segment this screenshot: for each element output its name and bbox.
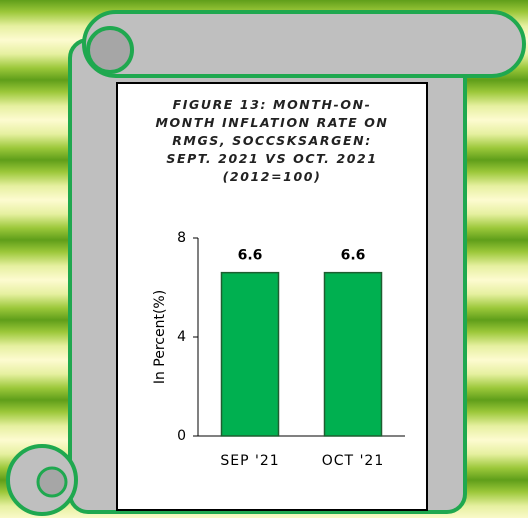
scroll [6, 10, 526, 516]
y-tick-label: 8 [177, 230, 186, 246]
data-label: 6.6 [341, 248, 366, 264]
bar [220, 271, 280, 437]
bar [323, 271, 383, 437]
x-tick-label: SEP '21 [220, 453, 279, 469]
y-tick-label: 4 [177, 329, 186, 345]
x-tick-label: OCT '21 [322, 453, 384, 469]
y-tick-label: 0 [177, 428, 186, 444]
data-label: 6.6 [238, 248, 263, 264]
y-axis-label: In Percent(%) [152, 290, 168, 384]
chart-title: FIGURE 13: MONTH-ON-MONTH INFLATION RATE… [155, 97, 389, 184]
